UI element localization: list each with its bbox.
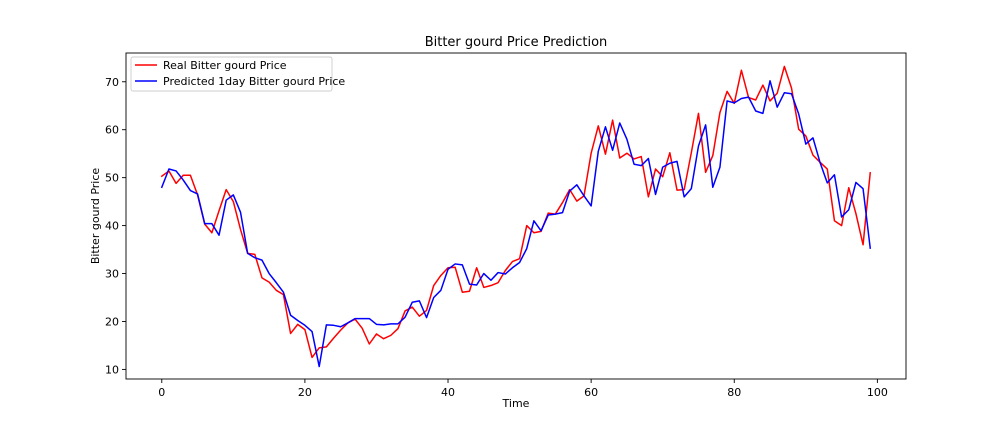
y-axis-label: Bitter gourd Price: [89, 168, 102, 265]
x-axis-label: Time: [502, 397, 530, 410]
plot-area-frame: [125, 52, 907, 380]
y-tick-label: 40: [105, 220, 119, 233]
x-tick-label: 100: [867, 386, 888, 399]
y-tick-label: 10: [105, 363, 119, 376]
series-line-0: [160, 65, 872, 359]
legend: Real Bitter gourd Price Predicted 1day B…: [130, 56, 345, 92]
x-tick-label: 0: [158, 386, 165, 399]
y-tick-label: 50: [105, 172, 119, 185]
y-tick-label: 60: [105, 124, 119, 137]
legend-label-real: Real Bitter gourd Price: [163, 59, 287, 72]
y-tick-label: 20: [105, 315, 119, 328]
legend-label-predicted: Predicted 1day Bitter gourd Price: [163, 75, 345, 88]
y-axis-ticks: 10 20 30 40 50 60 70: [105, 76, 126, 376]
series-line-1: [160, 80, 872, 368]
series-group: [160, 65, 872, 368]
x-tick-label: 80: [727, 386, 741, 399]
x-axis-ticks: 0 20 40 60 80 100: [158, 379, 888, 399]
x-tick-label: 60: [584, 386, 598, 399]
legend-box: [130, 56, 333, 92]
x-tick-label: 20: [298, 386, 312, 399]
chart-title: Bitter gourd Price Prediction: [425, 35, 608, 50]
y-tick-label: 30: [105, 268, 119, 281]
y-tick-label: 70: [105, 76, 119, 89]
x-tick-label: 40: [441, 386, 455, 399]
